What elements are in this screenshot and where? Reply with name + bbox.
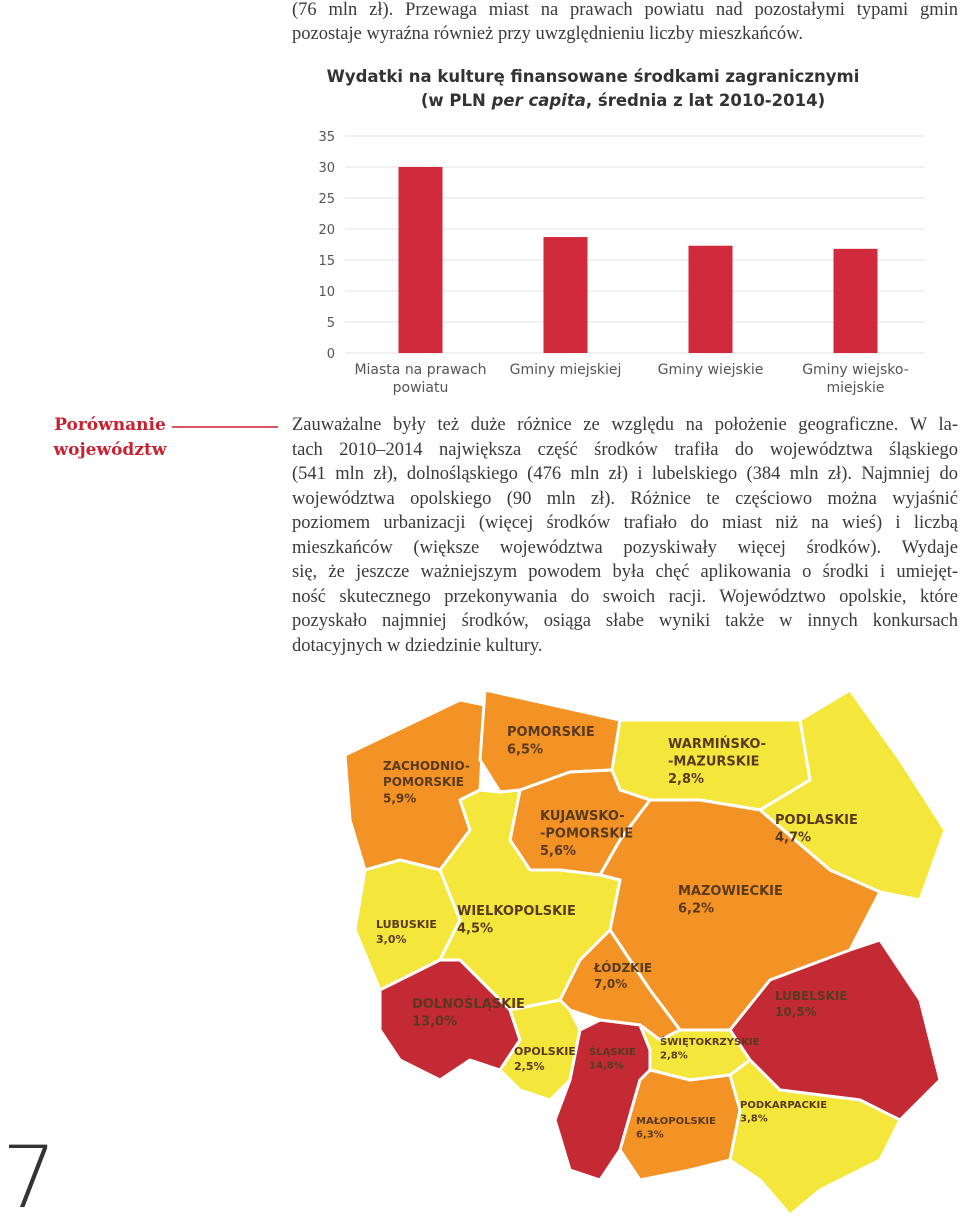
body-line: województwa opolskiego (90 mln zł). Różn… xyxy=(292,488,958,509)
region-share: 14,8% xyxy=(589,1061,624,1072)
region-name: POMORSKIE xyxy=(507,725,595,740)
region-name: MAZOWIECKIE xyxy=(678,884,783,899)
region-name: ŁÓDZKIE xyxy=(593,960,652,975)
region-name: KUJAWSKO- xyxy=(540,809,625,824)
region-name: OPOLSKIE xyxy=(514,1045,576,1058)
region-share: 2,8% xyxy=(660,1051,688,1062)
region-share: 5,9% xyxy=(383,791,416,805)
x-tick-label: Gminy wiejsko-miejskie xyxy=(802,362,909,396)
region-name: WARMIŃSKO- xyxy=(668,736,766,752)
region-name: ZACHODNIO- xyxy=(383,759,470,773)
region-share: 3,0% xyxy=(376,933,407,946)
region-share: 6,3% xyxy=(636,1130,664,1141)
region-share: 13,0% xyxy=(412,1015,457,1030)
region-name: -MAZURSKIE xyxy=(668,755,760,770)
region-share: 6,5% xyxy=(507,743,543,758)
bar xyxy=(398,167,443,353)
chart-subtitle: (w PLN per capita, średnia z lat 2010-20… xyxy=(421,91,825,110)
body-line: poziomem urbanizacji (więcej środków tra… xyxy=(292,513,958,533)
intro-line: pozostaje wyraźna również przy uwzględni… xyxy=(292,24,803,44)
region-name: ŚLĄSKIE xyxy=(589,1045,636,1058)
page-number: 7 xyxy=(2,1128,57,1220)
bar xyxy=(688,245,733,353)
y-tick-label: 20 xyxy=(318,223,335,238)
body-line: dotacyjnych w dziedzinie kultury. xyxy=(292,635,543,656)
region-share: 6,2% xyxy=(678,902,714,917)
region xyxy=(758,688,947,902)
body-line: (541 mln zł), dolnośląskiego (476 mln zł… xyxy=(292,464,958,484)
region-name: PODKARPACKIE xyxy=(740,1100,827,1111)
intro-line: (76 mln zł). Przewaga miast na prawach p… xyxy=(292,0,958,20)
y-tick-label: 5 xyxy=(327,316,335,331)
body-line: pozyskało najmniej środków, osiąga słabe… xyxy=(292,611,958,631)
x-tick-label: Gminy miejskiej xyxy=(509,362,622,378)
body-line: tach 2010–2014 największa część środków … xyxy=(292,439,958,460)
region-name: PODLASKIE xyxy=(775,813,858,828)
region-share: 2,8% xyxy=(668,772,704,787)
body-line: mieszkańców (większe województwa pozyski… xyxy=(292,537,958,558)
x-tick-label: Miasta na prawach powiatu xyxy=(354,362,487,396)
region-share: 2,5% xyxy=(514,1060,545,1073)
region-share: 4,5% xyxy=(457,922,493,937)
region xyxy=(728,1058,902,1217)
y-tick-label: 35 xyxy=(318,130,335,145)
region xyxy=(618,1068,742,1182)
region-share: 4,7% xyxy=(775,831,811,846)
subtitle-part: , średnia z lat 2010-2014) xyxy=(586,91,825,110)
region xyxy=(498,998,582,1102)
region-name: WIELKOPOLSKIE xyxy=(457,904,576,919)
region-share: 3,8% xyxy=(740,1114,768,1125)
body-line: się, że jeszcze ważniejszym powodem była… xyxy=(292,562,958,582)
body-line: ność skutecznego przekonywania do swoich… xyxy=(292,586,958,607)
y-tick-label: 0 xyxy=(327,347,335,362)
x-tick-label: Gminy wiejskie xyxy=(657,362,764,378)
region-name: LUBUSKIE xyxy=(376,918,437,931)
bar xyxy=(543,237,588,353)
region-name: LUBELSKIE xyxy=(775,989,848,1003)
region-name: POMORSKIE xyxy=(383,775,464,789)
y-tick-label: 15 xyxy=(318,254,335,269)
region-share: 7,0% xyxy=(594,977,627,991)
y-tick-label: 30 xyxy=(318,161,335,176)
region-name: ŚWIĘTOKRZYSKIE xyxy=(660,1035,760,1048)
region-share: 10,5% xyxy=(775,1005,817,1019)
y-tick-label: 25 xyxy=(318,192,335,207)
region-name: -POMORSKIE xyxy=(540,827,633,842)
region-share: 5,6% xyxy=(540,844,576,859)
region-name: MAŁOPOLSKIE xyxy=(636,1116,716,1127)
chart-title: Wydatki na kulturę finansowane środkami … xyxy=(327,67,860,86)
y-tick-label: 10 xyxy=(318,285,335,300)
bar xyxy=(833,248,878,353)
sidebar-heading: Porównanie województw xyxy=(53,415,167,460)
body-line: Zauważalne były też duże różnice ze wzgl… xyxy=(292,415,958,435)
subtitle-part: (w PLN xyxy=(421,91,492,110)
region-name: DOLNOŚLĄSKIE xyxy=(412,996,525,1012)
subtitle-part: per capita xyxy=(491,91,586,110)
